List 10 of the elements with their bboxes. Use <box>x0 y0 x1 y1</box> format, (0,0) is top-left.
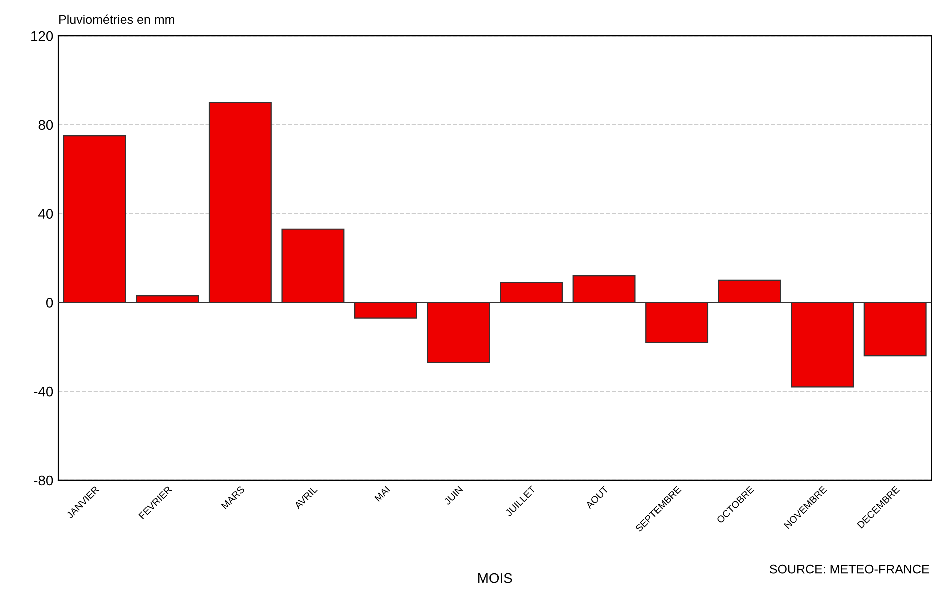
y-tick-label: 40 <box>38 209 54 219</box>
y-tick-label: -40 <box>34 386 54 397</box>
source-note: SOURCE: METEO-FRANCE <box>770 564 930 574</box>
y-tick-label: 80 <box>38 120 54 130</box>
y-axis-title: Pluviométries en mm <box>60 14 174 24</box>
y-tick-label: 0 <box>46 298 54 308</box>
x-axis-title: MOIS <box>478 573 512 584</box>
y-tick-label: -80 <box>34 476 54 486</box>
y-tick-label: 120 <box>32 31 54 42</box>
x-tick-label: MAI <box>374 486 390 502</box>
